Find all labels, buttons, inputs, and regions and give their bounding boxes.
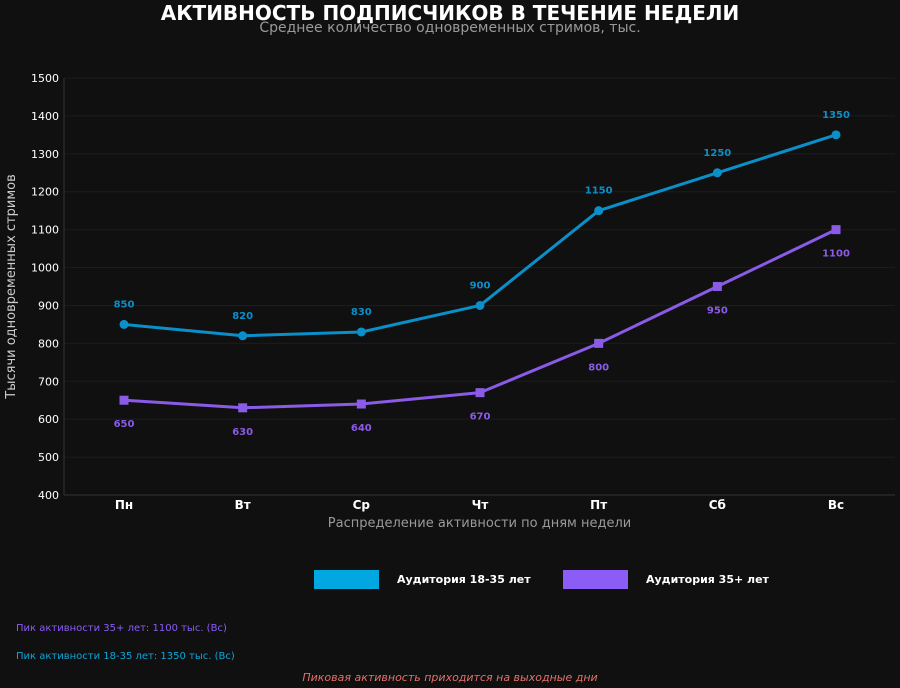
y-tick-label: 800	[38, 337, 59, 350]
x-tick-label: Вс	[828, 498, 844, 512]
legend-label: Аудитория 18-35 лет	[397, 573, 531, 586]
y-tick-label: 1100	[31, 224, 59, 237]
weekend-note: Пиковая активность приходится на выходны…	[302, 671, 598, 684]
x-tick-label: Ср	[353, 498, 371, 512]
data-label: 950	[707, 306, 728, 317]
legend-label: Аудитория 35+ лет	[646, 573, 770, 586]
data-point	[356, 399, 366, 409]
y-tick-label: 600	[38, 413, 59, 426]
data-label: 650	[114, 419, 135, 430]
data-point	[831, 130, 841, 140]
y-tick-label: 1400	[31, 110, 59, 123]
x-tick-label: Пн	[115, 498, 133, 512]
y-tick-label: 500	[38, 451, 59, 464]
data-point	[119, 319, 129, 329]
data-point	[712, 282, 722, 291]
data-label: 670	[470, 412, 491, 423]
data-label: 1250	[703, 148, 731, 159]
data-label: 1150	[585, 186, 613, 197]
x-tick-label: Сб	[709, 498, 726, 512]
data-point	[475, 388, 485, 398]
data-label: 640	[351, 423, 372, 434]
data-label: 630	[232, 427, 253, 438]
data-label: 830	[351, 307, 372, 318]
legend-swatch	[314, 570, 379, 589]
data-point	[475, 300, 485, 310]
data-label: 850	[114, 299, 135, 310]
y-tick-label: 700	[38, 375, 59, 388]
data-point	[356, 327, 366, 337]
y-tick-label: 1300	[31, 148, 59, 161]
data-point	[594, 206, 604, 216]
data-point	[712, 168, 722, 178]
data-label: 1350	[822, 110, 850, 121]
chart-subtitle: Среднее количество одновременных стримов…	[259, 20, 641, 36]
y-tick-label: 1500	[31, 72, 59, 85]
y-tick-label: 1200	[31, 186, 59, 199]
y-axis-title: Тысячи одновременных стримов	[4, 174, 19, 399]
y-tick-label: 900	[38, 299, 59, 312]
data-point	[238, 403, 248, 413]
chart-title: АКТИВНОСТЬ ПОДПИСЧИКОВ В ТЕЧЕНИЕ НЕДЕЛИ	[160, 1, 740, 25]
x-tick-label: Пт	[590, 498, 607, 512]
peak-note-18-35: Пик активности 18-35 лет: 1350 тыс. (Вс)	[16, 651, 235, 662]
peak-note-35: Пик активности 35+ лет: 1100 тыс. (Вс)	[16, 623, 227, 634]
data-point	[238, 331, 248, 341]
y-tick-label: 1000	[31, 262, 59, 275]
data-label: 820	[232, 311, 253, 322]
x-axis-title: Распределение активности по дням недели	[328, 516, 631, 531]
data-label: 800	[588, 362, 609, 373]
data-point	[831, 225, 841, 235]
data-label: 900	[470, 280, 491, 291]
data-point	[594, 338, 604, 348]
x-tick-label: Вт	[235, 498, 251, 512]
data-point	[119, 395, 129, 405]
x-tick-label: Чт	[472, 498, 489, 512]
legend-swatch	[563, 570, 628, 589]
y-tick-label: 400	[38, 489, 59, 502]
data-label: 1100	[822, 249, 850, 260]
